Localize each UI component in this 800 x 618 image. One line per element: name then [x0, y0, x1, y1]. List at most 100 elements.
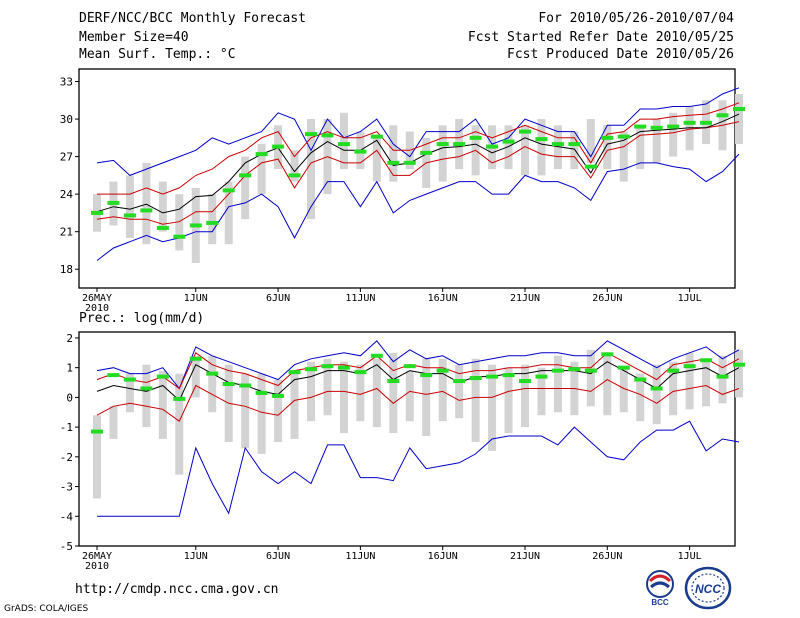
median-marker: [354, 149, 367, 154]
median-marker: [189, 223, 202, 228]
median-marker: [716, 374, 729, 379]
ensemble-box: [307, 361, 315, 422]
ensemble-box: [142, 364, 151, 428]
ensemble-box: [669, 112, 678, 157]
median-marker: [305, 367, 317, 372]
median-marker: [453, 379, 466, 384]
median-marker: [683, 120, 696, 125]
ensemble-box: [603, 125, 612, 170]
y-tick-label: 18: [60, 263, 73, 276]
ensemble-box: [389, 352, 398, 434]
ensemble-box: [175, 373, 184, 475]
median-marker: [420, 373, 433, 378]
ensemble-box: [389, 125, 398, 182]
ensemble-box: [438, 125, 447, 182]
median-marker: [650, 125, 663, 130]
ensemble-box: [586, 119, 595, 163]
y-tick-label: -4: [60, 510, 74, 523]
median-marker: [239, 173, 252, 178]
y-tick-label: 27: [60, 151, 73, 164]
ensemble-box: [636, 125, 645, 170]
y-tick-label: 24: [60, 188, 74, 201]
x-tick-label: 26JUN: [592, 293, 622, 304]
x-tick-year: 2010: [85, 303, 109, 314]
mean-line: [96, 361, 740, 402]
median-marker: [700, 120, 713, 125]
ensemble-box: [619, 131, 628, 182]
median-marker: [272, 393, 285, 398]
ncc-logo: NCC: [684, 566, 732, 610]
median-marker: [617, 134, 630, 139]
max-line: [96, 87, 740, 176]
median-marker: [453, 142, 466, 147]
median-marker: [502, 373, 515, 378]
ensemble-box: [553, 355, 562, 413]
x-tick-label: 1JUL: [678, 293, 702, 304]
median-marker: [173, 234, 186, 239]
median-marker: [156, 374, 169, 379]
median-marker: [519, 379, 531, 384]
ensemble-box: [109, 406, 118, 439]
ensemble-box: [735, 349, 743, 398]
x-tick-label: 16JUN: [428, 293, 458, 304]
median-marker: [403, 364, 416, 369]
median-marker: [370, 353, 383, 358]
median-marker: [519, 129, 531, 134]
x-tick-label: 11JUN: [345, 293, 375, 304]
median-marker: [206, 371, 219, 376]
median-marker: [486, 374, 499, 379]
median-marker: [91, 429, 103, 434]
ensemble-box: [504, 367, 513, 434]
x-tick-year: 2010: [85, 561, 109, 572]
ensemble-box: [290, 150, 299, 182]
median-marker: [288, 173, 301, 178]
median-marker: [321, 364, 334, 369]
median-marker: [370, 134, 383, 139]
ensemble-box: [636, 373, 645, 422]
max-line: [96, 340, 740, 390]
median-marker: [502, 139, 515, 144]
ensemble-box: [685, 106, 694, 151]
x-tick-label: 1JUN: [184, 293, 208, 304]
source-url[interactable]: http://cmdp.ncc.cma.gov.cn: [75, 582, 279, 597]
ensemble-box: [619, 367, 628, 413]
median-marker: [420, 150, 433, 155]
y-tick-label: 1: [66, 362, 73, 375]
ncc-logo-text: NCC: [695, 582, 721, 596]
y-tick-label: 21: [60, 226, 73, 239]
x-tick-label: 26JUN: [592, 551, 622, 562]
ensemble-box: [652, 119, 661, 163]
ensemble-box: [718, 355, 727, 404]
ensemble-box: [455, 364, 464, 419]
ensemble-box: [685, 352, 694, 410]
median-marker: [272, 144, 285, 149]
ensemble-box: [438, 358, 447, 422]
ensemble-box: [142, 162, 151, 245]
median-marker: [700, 358, 713, 363]
median-marker: [469, 135, 482, 140]
ensemble-box: [422, 358, 431, 437]
median-marker: [617, 365, 630, 370]
ensemble-box: [521, 125, 529, 176]
y-tick-label: -5: [60, 540, 73, 553]
median-marker: [387, 379, 400, 384]
median-marker: [107, 373, 120, 378]
x-tick-label: 21JUN: [510, 551, 540, 562]
spread-low-line: [96, 121, 740, 225]
median-marker: [551, 368, 564, 373]
ensemble-box: [158, 370, 167, 439]
median-marker: [551, 142, 564, 147]
median-marker: [667, 124, 680, 129]
ensemble-box: [356, 364, 365, 422]
ensemble-box: [125, 175, 134, 238]
ensemble-box: [570, 131, 579, 170]
ensemble-box: [652, 364, 661, 425]
median-marker: [436, 142, 449, 147]
x-tick-label: 16JUN: [428, 551, 458, 562]
panel-title: Prec.: log(mm/d): [79, 311, 204, 326]
spread-low-line: [96, 379, 740, 422]
forecast-range: For 2010/05/26-2010/07/04: [538, 11, 734, 26]
ensemble-box: [405, 370, 414, 422]
ensemble-box: [553, 125, 562, 170]
